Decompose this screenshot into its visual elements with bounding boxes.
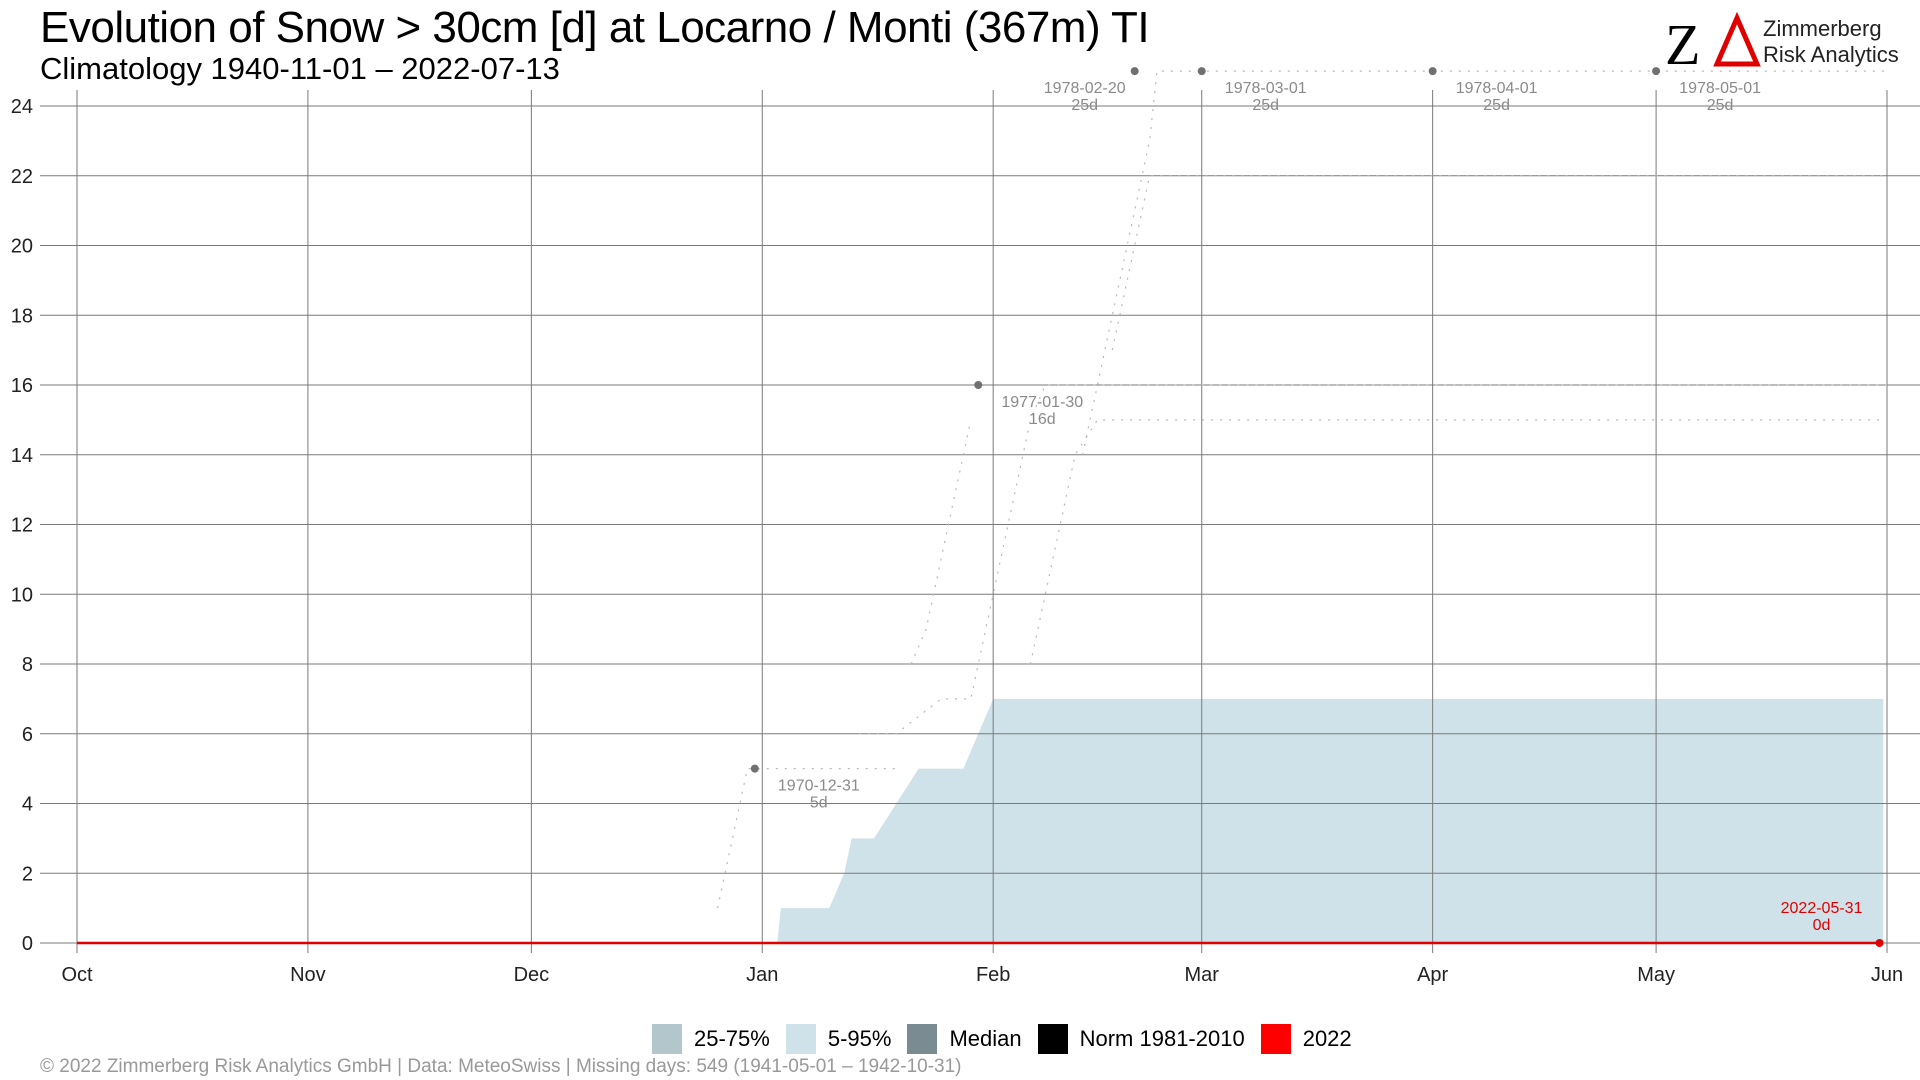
legend-label: 5-95% xyxy=(827,1026,892,1051)
x-tick-label: Apr xyxy=(1417,964,1448,986)
annotation-date: 2022-05-31 xyxy=(1781,900,1863,917)
zimmerberg-logo: Z xyxy=(1665,11,1761,77)
annotation-value: 0d xyxy=(1813,917,1831,934)
annotation-date: 1978-03-01 xyxy=(1225,80,1307,97)
legend-item-norm: Norm 1981-2010 xyxy=(1037,1024,1245,1054)
y-tick-label: 16 xyxy=(11,375,33,397)
annotation-date: 1977-01-30 xyxy=(1001,394,1083,411)
delta-icon xyxy=(1713,11,1761,67)
svg-text:Z: Z xyxy=(1665,12,1700,77)
y-tick-label: 24 xyxy=(11,96,33,118)
annotation-point xyxy=(1197,67,1206,76)
annotation-value: 16d xyxy=(1029,411,1056,428)
footer-credits: © 2022 Zimmerberg Risk Analytics GmbH | … xyxy=(40,1056,962,1077)
annotation-point xyxy=(974,381,983,389)
legend-swatch xyxy=(785,1024,816,1054)
annotation-point xyxy=(750,764,759,773)
annotation-point xyxy=(1130,67,1139,76)
legend-swatch xyxy=(907,1024,938,1054)
y-tick-label: 12 xyxy=(11,515,33,537)
annotation-point xyxy=(1428,67,1437,76)
legend-item-25-75: 25-75% xyxy=(652,1024,770,1054)
y-tick-label: 2 xyxy=(22,863,33,885)
y-tick-label: 6 xyxy=(22,724,33,746)
annotation-value: 25d xyxy=(1483,97,1510,114)
x-tick-label: Jun xyxy=(1871,964,1903,986)
y-tick-label: 0 xyxy=(22,933,33,955)
legend-swatch xyxy=(652,1024,682,1054)
legend-item-2022: 2022 xyxy=(1260,1024,1352,1054)
y-tick-label: 14 xyxy=(11,445,33,467)
annotation-date: 1970-12-31 xyxy=(778,778,860,795)
x-tick-label: Jan xyxy=(746,964,778,986)
annotation-date: 1978-04-01 xyxy=(1456,80,1538,97)
legend-item-median: Median xyxy=(907,1024,1022,1054)
y-tick-label: 20 xyxy=(11,236,33,258)
y-tick-label: 10 xyxy=(11,584,33,606)
annotation-date: 1978-05-01 xyxy=(1679,80,1761,97)
legend-swatch xyxy=(1260,1024,1291,1054)
legend-label: 2022 xyxy=(1302,1026,1352,1051)
legend-label: Median xyxy=(949,1026,1022,1051)
legend-item-5-95: 5-95% xyxy=(785,1024,892,1054)
y-tick-label: 4 xyxy=(22,794,33,816)
extreme-trace xyxy=(910,419,972,665)
annotation-value: 25d xyxy=(1071,97,1098,114)
chart-subtitle: Climatology 1940-11-01 – 2022-07-13 xyxy=(40,51,560,86)
extreme-trace xyxy=(859,384,1887,735)
logo-line1: Zimmerberg xyxy=(1763,16,1882,41)
x-tick-label: Mar xyxy=(1185,964,1220,986)
y-tick-label: 8 xyxy=(22,654,33,676)
x-tick-label: May xyxy=(1637,964,1675,986)
legend-swatch xyxy=(1037,1024,1068,1054)
legend-label: 25-75% xyxy=(694,1026,770,1051)
legend: 25-75% 5-95% Median Norm 1981-2010 2022 xyxy=(652,1022,1368,1056)
annotation-value: 5d xyxy=(810,795,828,812)
annotation-date: 1978-02-20 xyxy=(1044,80,1126,97)
logo-line2: Risk Analytics xyxy=(1763,42,1899,67)
extreme-trace xyxy=(1082,70,1887,455)
annotation-point xyxy=(1875,939,1884,947)
annotation-value: 25d xyxy=(1707,97,1734,114)
logo-text: Zimmerberg Risk Analytics xyxy=(1763,16,1899,68)
annotation-point xyxy=(1652,67,1661,76)
x-tick-label: Feb xyxy=(976,964,1010,986)
x-tick-label: Nov xyxy=(290,964,326,986)
extreme-trace xyxy=(1029,419,1887,665)
y-tick-label: 18 xyxy=(11,305,33,327)
x-tick-label: Dec xyxy=(514,964,550,986)
extreme-trace xyxy=(1111,175,1887,351)
x-tick-label: Oct xyxy=(61,964,93,986)
y-tick-label: 22 xyxy=(11,166,33,188)
band-5-95 xyxy=(777,698,1884,943)
annotation-value: 25d xyxy=(1252,97,1279,114)
legend-label: Norm 1981-2010 xyxy=(1079,1026,1245,1051)
chart-title: Evolution of Snow > 30cm [d] at Locarno … xyxy=(40,3,1150,52)
